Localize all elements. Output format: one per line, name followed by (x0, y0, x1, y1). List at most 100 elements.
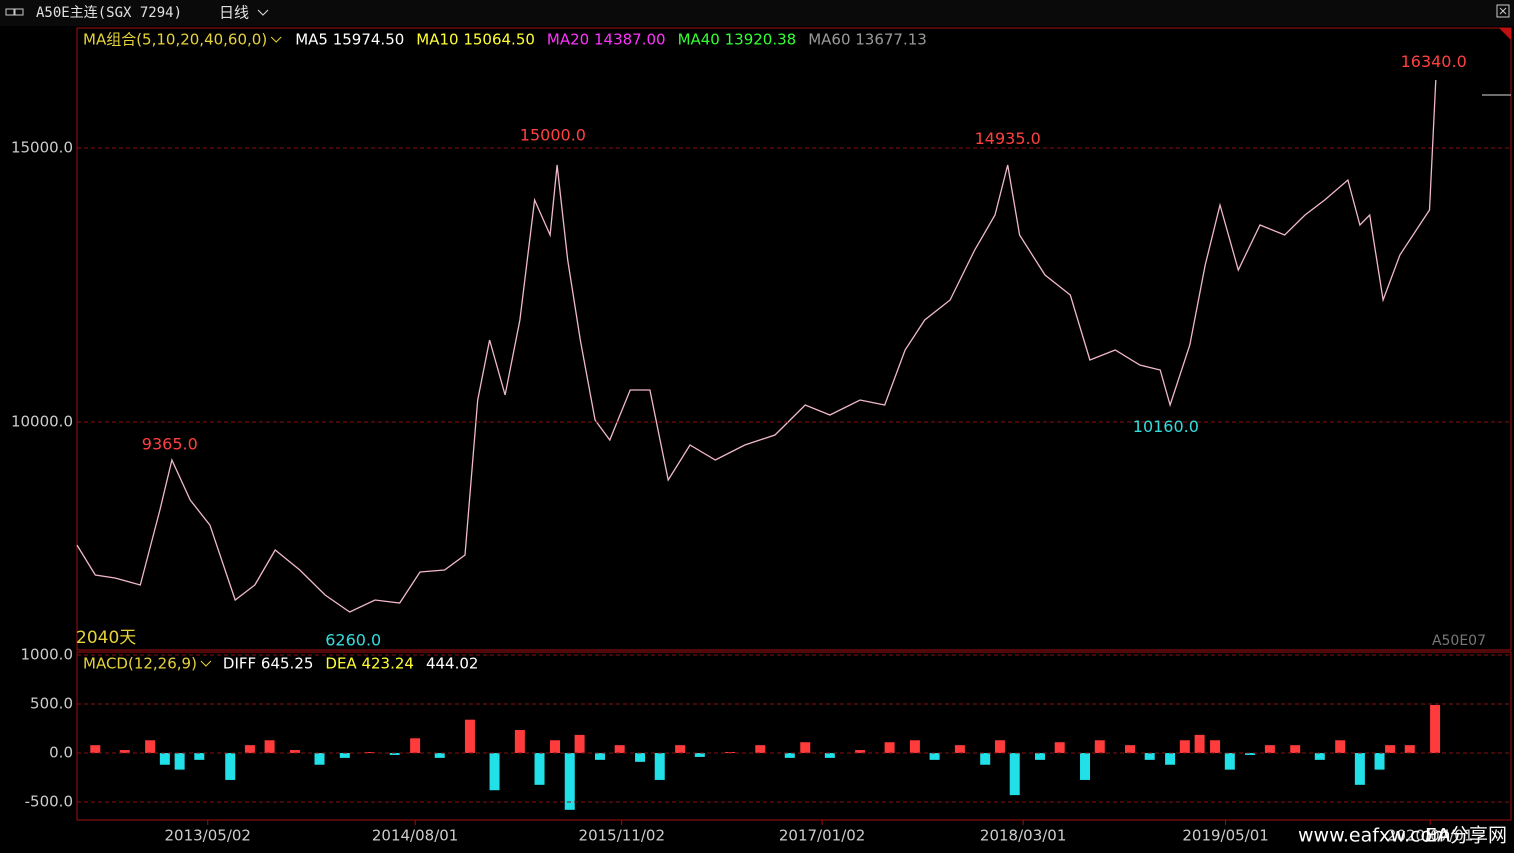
macd-bar (980, 752, 991, 765)
macd-bar (675, 745, 686, 753)
macd-bar (929, 752, 940, 760)
y-tick-label: 1000.0 (21, 646, 74, 664)
macd-bar (90, 745, 101, 753)
macd-bar (755, 745, 766, 753)
macd-indicator[interactable]: MACD(12,26,9) (83, 655, 197, 673)
macd-bar (564, 752, 575, 810)
macd-bar (264, 740, 275, 753)
x-tick-label: 2015/11/02 (579, 827, 665, 845)
macd-bar (194, 752, 205, 760)
macd-bar (1354, 752, 1365, 785)
macd-bar (1125, 745, 1136, 753)
macd-bar (614, 745, 625, 753)
x-tick-label: 2018/03/01 (980, 827, 1066, 845)
extreme-label: 16340.0 (1401, 52, 1467, 71)
macd-bar (434, 752, 445, 758)
x-tick-label: 2020/07/01 (1387, 827, 1473, 845)
link-icon[interactable] (5, 8, 15, 16)
macd-bar (824, 752, 835, 758)
x-tick-label: 2017/01/02 (779, 827, 865, 845)
macd-bar (1264, 745, 1275, 753)
y-tick-label: 10000.0 (11, 413, 73, 431)
macd-bar (244, 745, 255, 753)
macd-bar (364, 752, 375, 753)
legend-entry: MA5 15974.50 (295, 31, 404, 49)
macd-bar (1430, 704, 1441, 753)
macd-bar (635, 752, 646, 762)
extreme-label: 15000.0 (520, 126, 586, 145)
ma-indicator[interactable]: MA组合(5,10,20,40,60,0) (83, 31, 267, 49)
macd-bar (410, 738, 421, 753)
macd-bar (1224, 752, 1235, 770)
legend-entry: MA60 13677.13 (808, 31, 927, 49)
legend-entry: DIFF 645.25 (223, 655, 313, 673)
macd-bar (1385, 745, 1396, 753)
toolbar (0, 0, 1514, 26)
macd-bar (1165, 752, 1176, 765)
close-button[interactable] (1496, 4, 1510, 18)
macd-bar (654, 752, 665, 780)
period-selector[interactable]: 日线 (219, 4, 249, 22)
macd-bar (314, 752, 325, 765)
y-tick-label: 0.0 (49, 743, 73, 761)
x-tick-label: 2014/08/01 (372, 827, 458, 845)
legend-entry: MA40 13920.38 (678, 31, 797, 49)
macd-bar (855, 750, 866, 753)
macd-bar (119, 750, 130, 753)
macd-bar (145, 740, 156, 753)
watermark: www.eafxw.com (1298, 825, 1451, 847)
legend-entry: DEA 423.24 (325, 655, 414, 673)
macd-bar (1314, 752, 1325, 760)
x-tick-label: 2013/05/02 (165, 827, 251, 845)
watermark-brand: EA分享网 (1425, 825, 1507, 847)
macd-bar (1404, 745, 1415, 753)
dropdown-arrow (270, 36, 282, 43)
y-tick-label: 500.0 (30, 695, 73, 713)
dropdown-arrow (200, 660, 212, 667)
macd-bar (1290, 745, 1301, 753)
macd-bar (1035, 752, 1046, 760)
macd-bar (1374, 752, 1385, 770)
macd-bar (594, 752, 605, 760)
y-tick-label: 15000.0 (11, 139, 73, 157)
macd-bar (884, 742, 895, 753)
macd-bar (800, 742, 811, 753)
macd-bar (1210, 740, 1221, 753)
macd-frame (76, 651, 1512, 821)
macd-bar (954, 745, 965, 753)
link-icon[interactable] (14, 8, 24, 16)
legend-entry: 444.02 (426, 655, 479, 673)
macd-bar (1080, 752, 1091, 780)
macd-bar (1194, 734, 1205, 753)
x-tick-label: 2019/05/01 (1182, 827, 1268, 845)
corner-marker (1499, 28, 1511, 40)
macd-bar (694, 752, 705, 757)
extreme-label: 6260.0 (325, 630, 381, 649)
macd-bar (909, 740, 920, 753)
legend-entry: MA10 15064.50 (416, 31, 535, 49)
macd-bar (534, 752, 545, 785)
y-tick-label: -500.0 (25, 792, 73, 810)
macd-bar (574, 734, 585, 753)
extreme-label: 9365.0 (142, 434, 198, 453)
macd-bar (550, 740, 560, 753)
price-frame (76, 27, 1512, 651)
macd-bar (159, 752, 170, 765)
close-icon[interactable] (1499, 7, 1507, 15)
macd-bar (174, 752, 185, 770)
macd-bar (225, 752, 236, 780)
macd-bar (339, 752, 350, 758)
day-count: 2040天 (76, 628, 136, 648)
macd-bar (1144, 752, 1155, 760)
contract-label: A50E07 (1432, 633, 1486, 649)
macd-bar (514, 729, 525, 753)
macd-bar (1245, 752, 1256, 755)
macd-bar (994, 740, 1005, 753)
extreme-label: 10160.0 (1133, 417, 1199, 436)
dropdown-arrow[interactable] (257, 9, 269, 16)
macd-bar (289, 750, 300, 753)
macd-bar (1335, 740, 1346, 753)
macd-bar (489, 752, 500, 791)
